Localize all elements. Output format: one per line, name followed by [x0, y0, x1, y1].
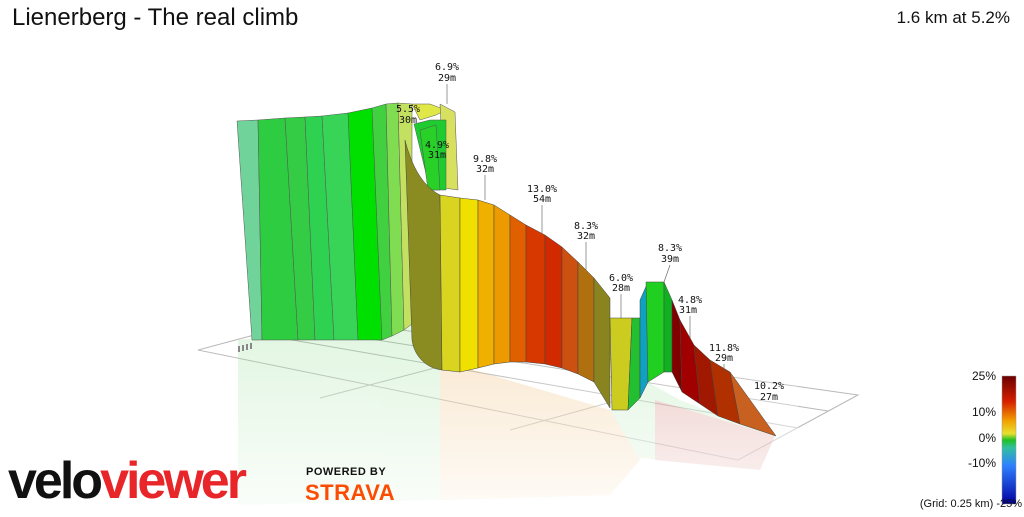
- climb-wall-main: [404, 139, 777, 437]
- annotation-2-grade: 5.5%: [396, 104, 420, 115]
- annotation-7-grade: 6.0%: [609, 273, 633, 284]
- annotation-8-grade: 8.3%: [658, 243, 682, 254]
- gradient-legend: 25% 10% 0% -10%: [968, 369, 1017, 505]
- page-title: Lienerberg - The real climb: [12, 4, 299, 31]
- annotation-6-length: 32m: [577, 231, 595, 242]
- annotation-4-grade: 9.8%: [473, 154, 497, 165]
- annotation-8-length: 39m: [661, 254, 679, 265]
- annotation-3-grade: 4.9%: [425, 140, 449, 151]
- annotation-2-length: 30m: [399, 115, 417, 126]
- annotation-10-length: 29m: [715, 353, 733, 364]
- annotation-1-length: 29m: [438, 73, 456, 84]
- veloviewer-logo: veloviewer: [8, 452, 250, 508]
- svg-text:veloviewer: veloviewer: [8, 452, 247, 508]
- legend-label-minus25: -25%: [996, 498, 1022, 510]
- annotation-4-length: 32m: [476, 164, 494, 175]
- annotation-9-grade: 4.8%: [678, 295, 702, 306]
- annotation-11-length: 27m: [760, 392, 778, 403]
- strava-logo: STRAVA: [305, 480, 396, 505]
- annotation-5-length: 54m: [533, 194, 551, 205]
- climb-wall-start: [236, 102, 413, 341]
- grid-scale-note: (Grid: 0.25 km): [919, 498, 994, 510]
- annotation-3-length: 31m: [428, 150, 446, 161]
- annotation-11-grade: 10.2%: [754, 381, 784, 392]
- legend-label-0: 0%: [979, 431, 997, 445]
- grid-note: (Grid: 0.25 km) -25%: [920, 498, 1022, 510]
- start-marker-icon: [238, 343, 252, 352]
- legend-color-bar: [1001, 375, 1017, 505]
- legend-label-minus10: -10%: [968, 456, 996, 470]
- legend-label-10: 10%: [972, 405, 996, 419]
- legend-label-25: 25%: [972, 369, 996, 383]
- annotation-9-length: 31m: [679, 305, 697, 316]
- annotation-5-grade: 13.0%: [527, 184, 557, 195]
- powered-by-label: POWERED BY: [306, 466, 387, 478]
- climb-wall-crest: [411, 103, 459, 191]
- annotation-7-length: 28m: [612, 283, 630, 294]
- segment-annotations: 6.9% 29m 5.5% 30m 4.9% 31m 9.8% 32m 13.0…: [396, 62, 784, 403]
- annotation-1-grade: 6.9%: [435, 62, 459, 73]
- annotation-6-grade: 8.3%: [574, 221, 598, 232]
- annotation-10-grade: 11.8%: [709, 343, 739, 354]
- climb-summary: 1.6 km at 5.2%: [896, 8, 1010, 27]
